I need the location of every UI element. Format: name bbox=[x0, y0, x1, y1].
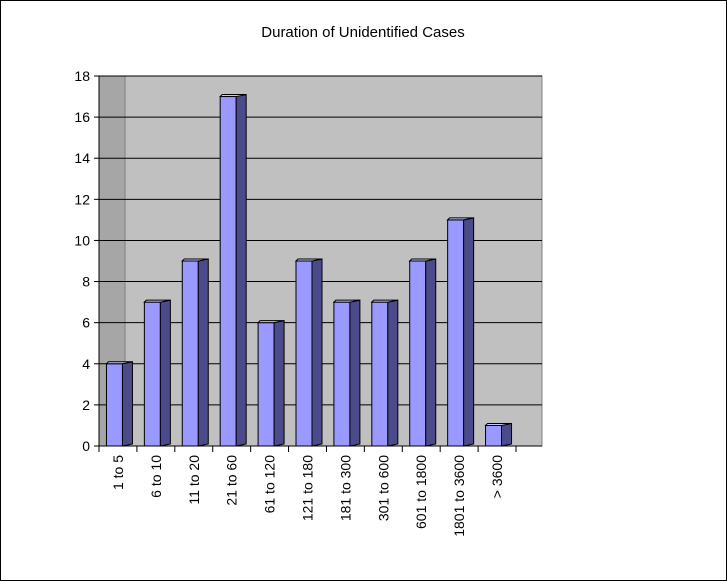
y-tick-label: 2 bbox=[82, 397, 90, 413]
bar bbox=[181, 260, 199, 447]
x-tick-label: 21 to 60 bbox=[224, 455, 240, 506]
bar bbox=[257, 322, 275, 447]
x-tick-label: 1801 to 3600 bbox=[451, 455, 467, 537]
y-tick-label: 12 bbox=[74, 191, 90, 207]
bar bbox=[105, 363, 123, 447]
bar bbox=[371, 301, 389, 447]
y-tick-label: 18 bbox=[74, 68, 90, 84]
bar-side bbox=[463, 217, 475, 447]
bar-side bbox=[235, 93, 247, 447]
bar-side bbox=[501, 422, 513, 447]
bar-top bbox=[105, 361, 133, 365]
x-tick-label: 601 to 1800 bbox=[413, 455, 429, 529]
y-tick-label: 10 bbox=[74, 232, 90, 248]
x-tick-label: 181 to 300 bbox=[337, 455, 353, 521]
bar-top bbox=[446, 217, 474, 221]
bar-side bbox=[349, 299, 361, 447]
x-tick-label: > 3600 bbox=[489, 455, 505, 498]
y-tick-label: 6 bbox=[82, 315, 90, 331]
x-tick-label: 11 to 20 bbox=[186, 455, 202, 505]
bar bbox=[485, 424, 503, 447]
bar-side bbox=[159, 299, 171, 447]
bar-side bbox=[197, 258, 209, 447]
bar-side bbox=[425, 258, 437, 447]
x-tick-label: 121 to 180 bbox=[300, 455, 316, 521]
bar-top bbox=[408, 258, 436, 262]
bar-top bbox=[294, 258, 323, 262]
bar-top bbox=[256, 320, 285, 324]
bar-top bbox=[181, 258, 209, 262]
x-tick-label: 1 to 5 bbox=[110, 455, 126, 490]
x-tick-label: 6 to 10 bbox=[148, 455, 164, 498]
bar-top bbox=[218, 94, 247, 98]
bar-top bbox=[332, 299, 361, 303]
x-tick-label: 61 to 120 bbox=[262, 455, 278, 514]
bar-top bbox=[370, 299, 398, 303]
chart-title: Duration of Unidentified Cases bbox=[261, 24, 464, 41]
bar-side bbox=[121, 361, 133, 447]
plot-area: 0 2 4 6 8 10 12 14 16 18 1 to 5 6 to 10 11 to 20 21 t… bbox=[74, 68, 543, 537]
bar bbox=[295, 260, 313, 447]
x-tick-label: 301 to 600 bbox=[375, 455, 391, 521]
bar-side bbox=[311, 258, 323, 447]
bar-top bbox=[484, 422, 512, 426]
y-tick-label: 8 bbox=[82, 274, 90, 290]
y-tick-label: 14 bbox=[74, 150, 90, 166]
bar-side bbox=[387, 299, 399, 447]
y-tick-label: 4 bbox=[82, 356, 90, 372]
bar-top bbox=[143, 299, 171, 303]
bar-side bbox=[273, 320, 285, 447]
bar bbox=[333, 301, 351, 447]
y-tick-label: 16 bbox=[74, 109, 90, 125]
bar bbox=[219, 96, 237, 447]
y-tick-label: 0 bbox=[82, 438, 90, 454]
bar bbox=[447, 219, 465, 447]
bar bbox=[409, 260, 427, 447]
bar bbox=[143, 301, 161, 447]
